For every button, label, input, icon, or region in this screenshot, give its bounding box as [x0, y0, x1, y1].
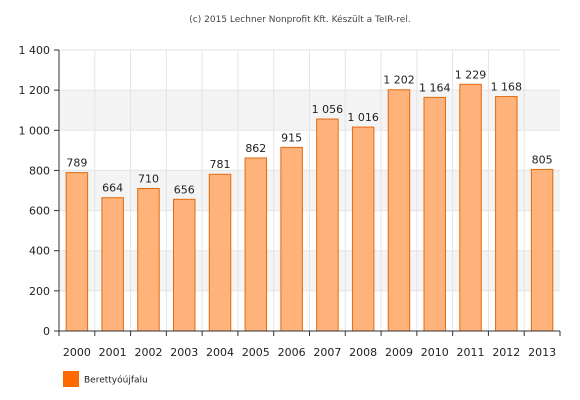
x-tick-label-2004: 2004: [206, 346, 234, 359]
bar-2013: [530, 168, 554, 332]
bar-2001: [101, 197, 124, 332]
bar-2000: [65, 172, 89, 332]
x-tick-label-2001: 2001: [99, 346, 127, 359]
bar-2003: [173, 198, 196, 332]
y-tick-label: 1 400: [19, 44, 51, 57]
data-label-2007: 1 056: [312, 103, 344, 116]
y-tick-label: 800: [29, 164, 50, 177]
data-label-2011: 1 229: [455, 68, 487, 81]
y-tick-label: 200: [29, 285, 50, 298]
y-tick-label: 400: [29, 245, 50, 258]
bar-2012: [495, 96, 518, 332]
data-label-2004: 781: [210, 158, 231, 171]
data-label-2009: 1 202: [383, 74, 415, 87]
x-tick-label-2011: 2011: [457, 346, 485, 359]
data-label-2003: 656: [174, 183, 195, 196]
x-tick-label-2010: 2010: [421, 346, 449, 359]
y-tick-label: 1 000: [19, 124, 51, 137]
x-tick-label-2009: 2009: [385, 346, 413, 359]
x-tick-label-2007: 2007: [313, 346, 341, 359]
bar-2006: [280, 146, 303, 332]
x-tick-label-2002: 2002: [134, 346, 162, 359]
data-label-2005: 862: [245, 142, 266, 155]
bar-2011: [459, 83, 482, 332]
axes: [54, 49, 561, 336]
x-tick-label-2013: 2013: [528, 346, 556, 359]
bar-2008: [351, 126, 375, 332]
bar-2010: [423, 96, 446, 332]
bar-2004: [208, 173, 232, 332]
data-label-2012: 1 168: [491, 81, 523, 94]
data-label-2001: 664: [102, 182, 123, 195]
x-tick-label-2003: 2003: [170, 346, 198, 359]
x-tick-label-2005: 2005: [242, 346, 270, 359]
data-label-2008: 1 016: [347, 111, 379, 124]
chart-credit: (c) 2015 Lechner Nonprofit Kft. Készült …: [189, 14, 410, 25]
legend-label: Berettyóújfalu: [84, 375, 148, 386]
bars: [65, 83, 554, 332]
y-tick-label: 1 200: [19, 84, 51, 97]
data-label-2010: 1 164: [419, 81, 451, 94]
bar-2007: [316, 118, 339, 332]
bar-2002: [137, 187, 160, 332]
y-tick-label: 0: [43, 325, 50, 338]
data-label-2006: 915: [281, 131, 302, 144]
x-tick-labels: 2000 2001 2002 2003 2004 2005 2006 2007 2008 2009…: [63, 346, 556, 359]
data-label-2013: 805: [532, 153, 553, 166]
bar-2009: [387, 89, 411, 332]
y-tick-label: 600: [29, 205, 50, 218]
x-tick-label-2006: 2006: [278, 346, 306, 359]
x-tick-label-2012: 2012: [492, 346, 520, 359]
data-label-2000: 789: [66, 157, 87, 170]
data-label-2002: 710: [138, 172, 159, 185]
x-tick-label-2000: 2000: [63, 346, 91, 359]
legend-swatch: [63, 371, 79, 387]
bar-2005: [244, 157, 268, 332]
x-tick-label-2008: 2008: [349, 346, 377, 359]
y-tick-labels: 0 200 400 600 800 1 000 1 200 1 400: [19, 44, 51, 338]
legend: Berettyóújfalu: [63, 371, 148, 387]
